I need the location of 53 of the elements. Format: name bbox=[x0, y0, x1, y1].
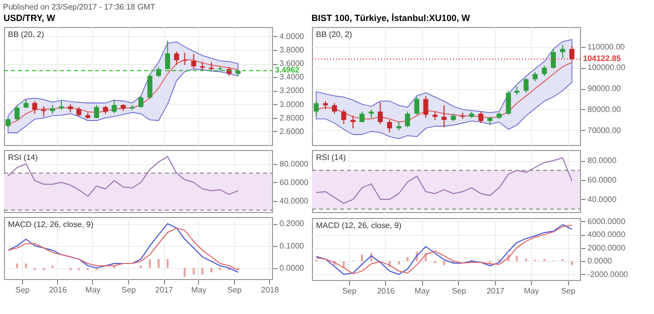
x-tick-label: 2018 bbox=[260, 286, 280, 294]
x-tick-label: Sep bbox=[452, 286, 467, 296]
y-tick-label: 0.2000 bbox=[280, 219, 305, 228]
y-tick-label: 40.0000 bbox=[588, 194, 617, 204]
y-tick-label: 100000.00 bbox=[588, 63, 626, 72]
y-tick-label: 4000.0000 bbox=[588, 230, 626, 240]
y-tick-label: 6000.0000 bbox=[588, 216, 626, 226]
y-tick-label: 2.8000 bbox=[280, 113, 305, 122]
x-tick-label: 2017 bbox=[155, 286, 174, 294]
x-tick-label: 2016 bbox=[376, 286, 396, 296]
y-tick-label: -2000.0000 bbox=[588, 270, 629, 279]
y-tick-label: 0.0000 bbox=[588, 256, 613, 266]
y-tick-label: 110000.00 bbox=[588, 42, 626, 52]
ref-line-label: 104122.85 bbox=[583, 54, 622, 64]
x-tick-label: 2016 bbox=[48, 286, 68, 294]
y-tick-label: 40.0000 bbox=[280, 196, 309, 206]
y-tick-label: 3.4000 bbox=[280, 72, 305, 82]
x-tick-label: Sep bbox=[227, 286, 242, 294]
text: Published on 23/Sep/2017 - 17:36:18 GMT bbox=[3, 2, 156, 12]
y-tick-label: 3.0000 bbox=[280, 100, 305, 109]
y-tick-label: 80.0000 bbox=[280, 159, 309, 168]
y-tick-label: 70000.00 bbox=[588, 126, 622, 135]
y-tick-label: 80.0000 bbox=[588, 156, 617, 166]
y-tick-label: 0.1000 bbox=[280, 241, 305, 250]
y-tick-label: 0.0000 bbox=[280, 263, 305, 272]
annotation: RSI (14) bbox=[8, 153, 38, 162]
x-tick-label: May bbox=[414, 286, 430, 296]
y-tick-label: 2000.0000 bbox=[588, 243, 626, 252]
chart-title: BIST 100, Türkiye, İstanbul:XU100, W bbox=[312, 13, 471, 23]
x-tick-label: Sep bbox=[15, 286, 30, 294]
annotation: BB (20, 2) bbox=[316, 30, 352, 39]
x-tick-label: May bbox=[524, 286, 539, 296]
y-tick-label: 60.0000 bbox=[588, 176, 617, 185]
y-tick-label: 80000.00 bbox=[588, 104, 622, 114]
y-tick-label: 3.2000 bbox=[280, 86, 305, 96]
annotation: MACD (12, 26, close, 9) bbox=[8, 220, 94, 229]
x-tick-label: Sep bbox=[122, 286, 136, 294]
x-tick-label: Sep bbox=[561, 286, 576, 296]
ref-line-label: 3.4962 bbox=[275, 66, 300, 75]
x-tick-label: Sep bbox=[342, 286, 357, 296]
x-tick-label: May bbox=[191, 286, 206, 294]
chart-title: USD/TRY, W bbox=[4, 13, 56, 23]
annotation: BB (20, 2) bbox=[8, 30, 44, 39]
x-tick-label: May bbox=[85, 286, 101, 294]
annotation: RSI (14) bbox=[316, 153, 346, 162]
y-tick-label: 4.0000 bbox=[280, 32, 305, 41]
y-tick-label: 3.8000 bbox=[280, 46, 305, 55]
y-tick-label: 90000.00 bbox=[588, 84, 622, 94]
y-tick-label: 60.0000 bbox=[280, 178, 309, 187]
y-tick-label: 3.6000 bbox=[280, 59, 305, 68]
x-tick-label: 2017 bbox=[486, 286, 505, 296]
annotation: MACD (12, 26, close, 9) bbox=[316, 221, 402, 230]
y-tick-label: 2.6000 bbox=[280, 126, 305, 136]
